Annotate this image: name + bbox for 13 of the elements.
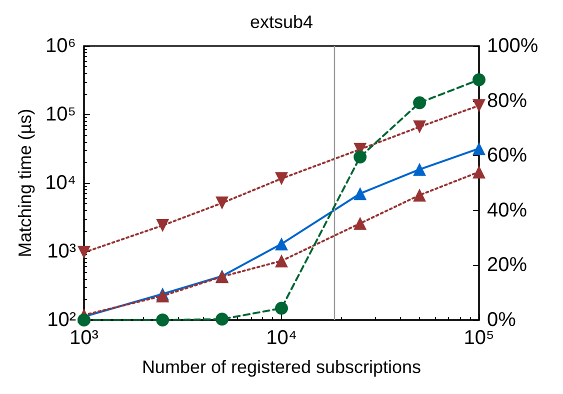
y2-tick-label: 60%: [487, 144, 528, 167]
y-tick-label: 10³: [47, 240, 76, 262]
y-tick-label: 10⁵: [45, 104, 76, 126]
y2-tick-label: 20%: [487, 254, 528, 276]
y2-tick-label: 40%: [487, 199, 528, 222]
y-tick-label: 10⁴: [45, 172, 76, 194]
x-tick-label: 10⁴: [266, 327, 297, 349]
y2-tick-label: 80%: [487, 90, 528, 112]
x-axis-title: Number of registered subscriptions: [142, 357, 422, 377]
y-axis-title: Matching time (µs): [15, 108, 35, 258]
y2-tick-label: 100%: [487, 35, 538, 57]
y-tick-label: 10⁶: [46, 35, 76, 57]
chart-title: extsub4: [250, 12, 314, 32]
